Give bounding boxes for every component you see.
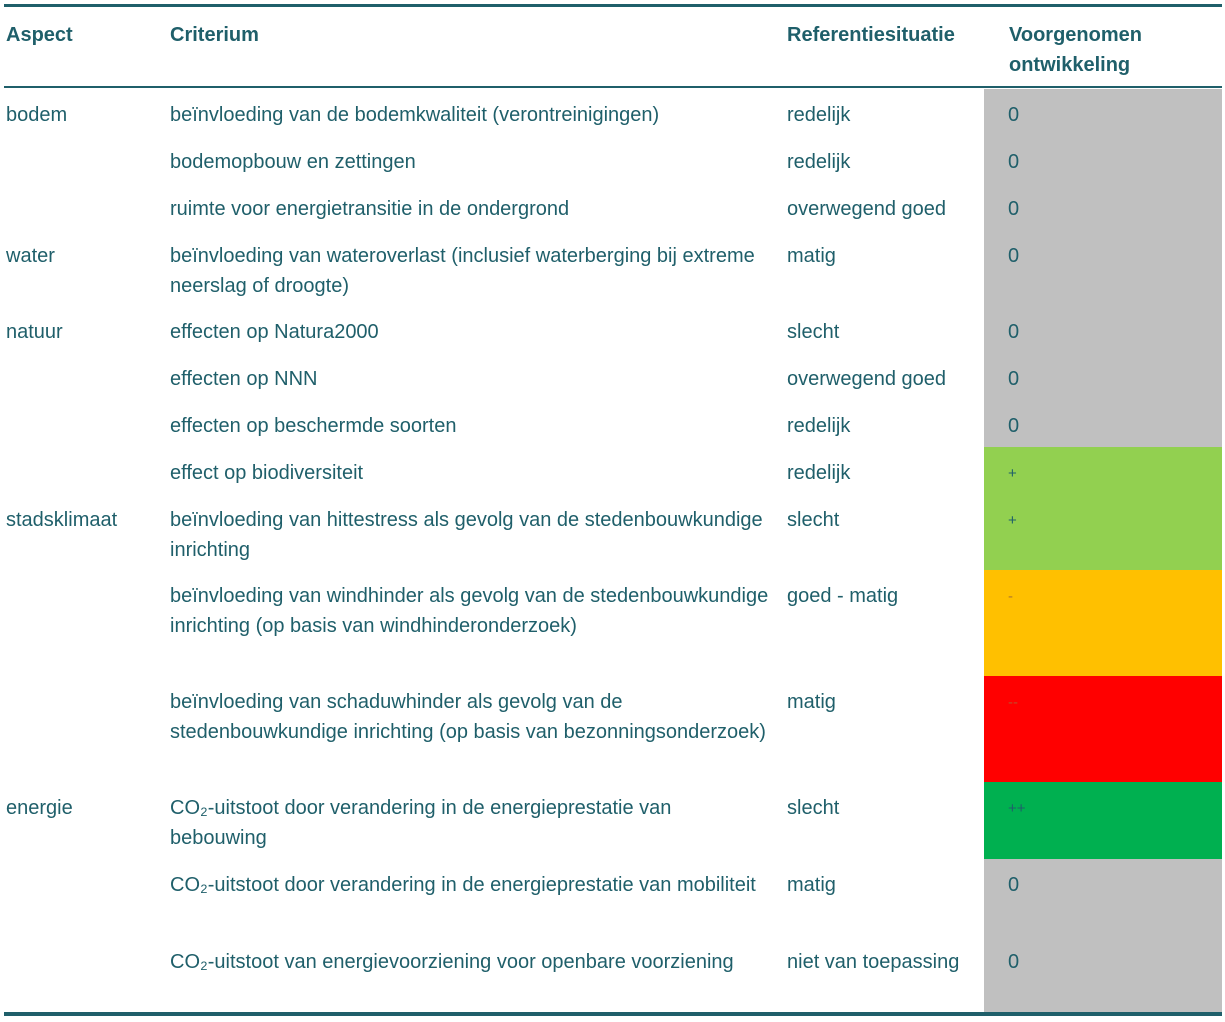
score-value: - <box>1008 588 1013 605</box>
referentie-cell: redelijk <box>787 104 851 126</box>
table-row: beïnvloeding van windhinder als gevolg v… <box>0 570 1225 676</box>
score-value: 0 <box>1008 104 1020 126</box>
referentie-cell: redelijk <box>787 151 851 173</box>
referentie-cell: slecht <box>787 321 840 343</box>
criterium-cell: CO₂-uitstoot door verandering in de ener… <box>170 874 756 896</box>
table-row: ruimte voor energietransitie in de onder… <box>0 183 1225 230</box>
criterium-cell: beïnvloeding van hittestress als gevolg … <box>170 509 763 561</box>
referentie-cell: matig <box>787 691 836 713</box>
referentie-cell: redelijk <box>787 462 851 484</box>
score-value: + <box>1008 465 1017 482</box>
score-cell: 0 <box>984 859 1222 936</box>
score-value: 0 <box>1008 415 1020 437</box>
header-aspect: Aspect <box>6 24 73 46</box>
table-header: Aspect Criterium Referentiesituatie Voor… <box>0 18 1225 84</box>
score-cell: - <box>984 570 1222 676</box>
score-value: 0 <box>1008 321 1020 343</box>
criterium-cell: effecten op NNN <box>170 368 318 390</box>
referentie-cell: slecht <box>787 797 840 819</box>
table-row: effecten op NNN overwegend goed 0 <box>0 353 1225 400</box>
table-row: bodemopbouw en zettingen redelijk 0 <box>0 136 1225 183</box>
referentie-cell: slecht <box>787 509 840 531</box>
table-bottom-rule <box>4 1012 1222 1016</box>
criterium-cell: beïnvloeding van wateroverlast (inclusie… <box>170 245 755 297</box>
score-cell: 0 <box>984 400 1222 447</box>
criterium-cell: CO₂-uitstoot van energievoorziening voor… <box>170 951 734 973</box>
aspect-cell: energie <box>6 797 73 819</box>
score-cell: 0 <box>984 936 1222 1012</box>
criterium-cell: ruimte voor energietransitie in de onder… <box>170 198 570 220</box>
score-value: 0 <box>1008 874 1020 896</box>
score-value: ++ <box>1008 800 1026 817</box>
criterium-cell: bodemopbouw en zettingen <box>170 151 416 173</box>
table-header-rule <box>4 86 1222 88</box>
aspect-cell: water <box>6 245 55 267</box>
header-voorgenomen-line1: Voorgenomen <box>1009 24 1142 46</box>
referentie-cell: overwegend goed <box>787 198 947 220</box>
table-row: energie CO₂-uitstoot door verandering in … <box>0 782 1225 859</box>
score-value: + <box>1008 512 1017 529</box>
score-cell: 0 <box>984 353 1222 400</box>
table-row: stadsklimaat beïnvloeding van hittestress… <box>0 494 1225 570</box>
aspect-cell: bodem <box>6 104 68 126</box>
table-row: bodem beïnvloeding van de bodemkwaliteit … <box>0 89 1225 136</box>
aspect-cell: stadsklimaat <box>6 509 118 531</box>
score-value: 0 <box>1008 368 1020 390</box>
score-cell: -- <box>984 676 1222 782</box>
criterium-cell: effecten op Natura2000 <box>170 321 379 343</box>
score-value: -- <box>1008 694 1018 711</box>
criterium-cell: effect op biodiversiteit <box>170 462 364 484</box>
criterium-cell: CO₂-uitstoot door verandering in de ener… <box>170 797 672 849</box>
aspect-cell: natuur <box>6 321 63 343</box>
score-value: 0 <box>1008 198 1020 220</box>
criterium-cell: beïnvloeding van windhinder als gevolg v… <box>170 585 769 637</box>
referentie-cell: niet van toepassing <box>787 951 960 973</box>
score-cell: + <box>984 447 1222 494</box>
table-row: effect op biodiversiteit redelijk + <box>0 447 1225 494</box>
referentie-cell: matig <box>787 245 836 267</box>
table-row: CO₂-uitstoot van energievoorziening voor… <box>0 936 1225 1012</box>
referentie-cell: overwegend goed <box>787 368 947 390</box>
score-cell: + <box>984 494 1222 570</box>
score-cell: 0 <box>984 230 1222 306</box>
header-referentiesituatie: Referentiesituatie <box>787 24 955 46</box>
criterium-cell: effecten op beschermde soorten <box>170 415 457 437</box>
table-row: water beïnvloeding van wateroverlast (inc… <box>0 230 1225 306</box>
table-row: natuur effecten op Natura2000 slecht 0 <box>0 306 1225 353</box>
header-voorgenomen-ontwikkeling: Voorgenomen ontwikkeling <box>1009 20 1142 80</box>
score-cell: 0 <box>984 136 1222 183</box>
header-criterium: Criterium <box>170 24 259 46</box>
score-cell: 0 <box>984 306 1222 353</box>
score-cell: 0 <box>984 183 1222 230</box>
score-value: 0 <box>1008 951 1020 973</box>
table-top-rule <box>4 4 1222 7</box>
criterium-cell: beïnvloeding van schaduwhinder als gevol… <box>170 691 766 743</box>
header-voorgenomen-line2: ontwikkeling <box>1009 54 1131 76</box>
score-value: 0 <box>1008 245 1020 267</box>
criterium-cell: beïnvloeding van de bodemkwaliteit (vero… <box>170 104 660 126</box>
score-value: 0 <box>1008 151 1020 173</box>
referentie-cell: redelijk <box>787 415 851 437</box>
score-cell: 0 <box>984 89 1222 136</box>
table-row: effecten op beschermde soorten redelijk 0 <box>0 400 1225 447</box>
referentie-cell: matig <box>787 874 836 896</box>
table-row: beïnvloeding van schaduwhinder als gevol… <box>0 676 1225 782</box>
referentie-cell: goed - matig <box>787 585 899 607</box>
table-row: CO₂-uitstoot door verandering in de ener… <box>0 859 1225 936</box>
score-cell: ++ <box>984 782 1222 859</box>
